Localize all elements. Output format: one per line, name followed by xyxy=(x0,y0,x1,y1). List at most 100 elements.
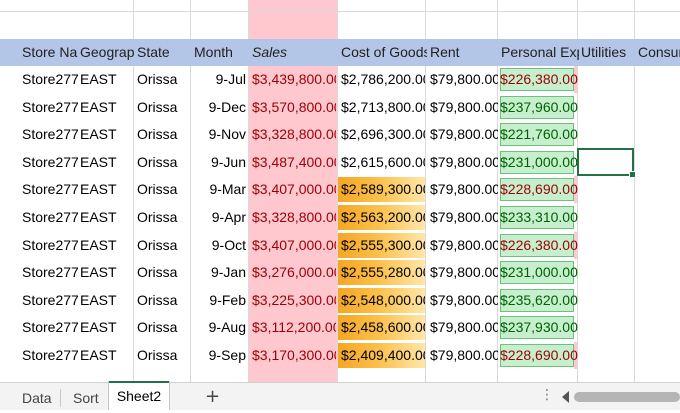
table-cell[interactable]: Orissa xyxy=(137,71,178,87)
column-header[interactable]: Geograph xyxy=(80,44,134,60)
table-cell[interactable]: Store2770 xyxy=(22,236,78,253)
table-cell[interactable]: $231,000.00 xyxy=(500,264,578,281)
table-cell[interactable]: 9-Feb xyxy=(209,291,246,308)
table-cell[interactable]: $79,800.00 xyxy=(430,126,498,143)
selected-cell[interactable] xyxy=(577,148,636,178)
table-cell[interactable]: Orissa xyxy=(137,126,178,143)
tab-data[interactable]: Data xyxy=(22,390,52,406)
table-cell[interactable]: Orissa xyxy=(137,291,178,308)
table-cell[interactable]: $2,589,300.00 xyxy=(341,181,425,198)
horizontal-scrollbar[interactable] xyxy=(574,392,680,402)
table-cell[interactable]: $79,800.00 xyxy=(430,181,498,198)
table-cell[interactable]: EAST xyxy=(80,236,117,253)
table-cell[interactable]: Orissa xyxy=(137,181,178,198)
table-cell[interactable]: $3,170,300.00 xyxy=(252,347,336,363)
table-cell[interactable]: $2,548,000.00 xyxy=(341,291,425,308)
table-cell[interactable]: Orissa xyxy=(137,153,178,170)
table-cell[interactable]: $79,800.00 xyxy=(430,98,498,115)
table-cell[interactable]: $3,407,000.00 xyxy=(252,236,336,253)
table-cell[interactable]: $79,800.00 xyxy=(430,347,498,363)
table-cell[interactable]: 9-Dec xyxy=(208,98,246,115)
column-header[interactable]: Store Nam xyxy=(22,44,78,60)
table-cell[interactable]: $79,800.00 xyxy=(430,319,498,336)
table-cell[interactable]: 9-Apr xyxy=(211,209,246,225)
table-cell[interactable]: EAST xyxy=(80,291,117,308)
table-cell[interactable]: $79,800.00 xyxy=(430,71,498,87)
column-header[interactable]: Sales xyxy=(252,44,288,60)
table-cell[interactable]: 9-Oct xyxy=(211,236,246,253)
table-cell[interactable]: $2,555,300.00 xyxy=(341,236,425,253)
column-header[interactable]: Rent xyxy=(430,44,460,60)
table-cell[interactable]: $2,696,300.00 xyxy=(341,126,425,143)
table-cell[interactable]: Orissa xyxy=(137,347,178,363)
table-cell[interactable]: $2,458,600.00 xyxy=(341,319,425,336)
table-cell[interactable]: Store2770 xyxy=(22,181,78,198)
table-cell[interactable]: $2,615,600.00 xyxy=(341,153,425,170)
table-cell[interactable]: Store2770 xyxy=(22,347,78,363)
table-cell[interactable]: EAST xyxy=(80,126,117,143)
table-cell[interactable]: $3,225,300.00 xyxy=(252,291,336,308)
table-cell[interactable]: $79,800.00 xyxy=(430,264,498,281)
table-cell[interactable]: 9-Nov xyxy=(208,126,246,143)
table-cell[interactable]: $2,409,400.00 xyxy=(341,347,425,363)
table-cell[interactable]: $79,800.00 xyxy=(430,153,498,170)
table-cell[interactable]: 9-Jul xyxy=(215,71,246,87)
table-cell[interactable]: $79,800.00 xyxy=(430,236,498,253)
table-cell[interactable]: $226,380.00 xyxy=(500,236,578,253)
table-cell[interactable]: $2,563,200.00 xyxy=(341,209,425,225)
table-cell[interactable]: $2,786,200.00 xyxy=(341,71,425,87)
table-cell[interactable]: $3,407,000.00 xyxy=(252,181,336,198)
table-cell[interactable]: Orissa xyxy=(137,319,178,336)
column-header[interactable]: Utilities xyxy=(581,44,627,60)
table-cell[interactable]: EAST xyxy=(80,264,117,281)
column-header[interactable]: Consum xyxy=(638,44,680,60)
table-cell[interactable]: EAST xyxy=(80,319,117,336)
table-cell[interactable]: $3,439,800.00 xyxy=(252,71,336,87)
table-cell[interactable]: 9-Jun xyxy=(210,153,246,170)
table-cell[interactable]: $3,487,400.00 xyxy=(252,153,336,170)
table-cell[interactable]: EAST xyxy=(80,181,117,198)
scroll-left-icon[interactable] xyxy=(562,391,569,403)
table-cell[interactable]: 9-Mar xyxy=(209,181,246,198)
table-cell[interactable]: $221,760.00 xyxy=(500,126,578,143)
table-cell[interactable]: $228,690.00 xyxy=(500,181,578,198)
more-icon[interactable]: ⋮ xyxy=(540,387,554,403)
table-cell[interactable]: $233,310.00 xyxy=(500,209,578,225)
table-cell[interactable]: Orissa xyxy=(137,236,178,253)
table-cell[interactable]: $237,930.00 xyxy=(500,319,578,336)
table-cell[interactable]: $3,328,800.00 xyxy=(252,126,336,143)
table-cell[interactable]: $231,000.00 xyxy=(500,153,578,170)
table-cell[interactable]: Orissa xyxy=(137,209,178,225)
table-cell[interactable]: $3,328,800.00 xyxy=(252,209,336,225)
table-cell[interactable]: Store2770 xyxy=(22,71,78,87)
table-cell[interactable]: Store2770 xyxy=(22,264,78,281)
spreadsheet-grid[interactable]: Store NamGeographState Month Sales Cost of … xyxy=(0,0,680,382)
table-cell[interactable]: EAST xyxy=(80,209,117,225)
table-cell[interactable]: $3,276,000.00 xyxy=(252,264,336,281)
table-cell[interactable]: $228,690.00 xyxy=(500,347,578,363)
table-cell[interactable]: $235,620.00 xyxy=(500,291,578,308)
table-cell[interactable]: $3,112,200.00 xyxy=(252,319,336,336)
table-cell[interactable]: EAST xyxy=(80,98,117,115)
table-cell[interactable]: Store2770 xyxy=(22,209,78,225)
tab-sort[interactable]: Sort xyxy=(73,390,99,406)
table-cell[interactable]: 9-Sep xyxy=(208,347,246,363)
table-cell[interactable]: EAST xyxy=(80,153,117,170)
add-sheet-button[interactable]: + xyxy=(205,386,221,407)
table-cell[interactable]: $226,380.00 xyxy=(500,71,578,87)
table-cell[interactable]: $3,570,800.00 xyxy=(252,98,336,115)
table-cell[interactable]: 9-Aug xyxy=(208,319,246,336)
column-header[interactable]: Month xyxy=(194,44,233,60)
table-cell[interactable]: $237,960.00 xyxy=(500,98,578,115)
column-header[interactable]: Cost of Goods S xyxy=(341,44,427,60)
table-cell[interactable]: 9-Jan xyxy=(210,264,246,281)
table-cell[interactable]: $2,713,800.00 xyxy=(341,98,425,115)
table-cell[interactable]: EAST xyxy=(80,71,117,87)
table-cell[interactable]: $79,800.00 xyxy=(430,209,498,225)
table-cell[interactable]: Orissa xyxy=(137,98,178,115)
tab-sheet2[interactable]: Sheet2 xyxy=(108,381,170,410)
table-cell[interactable]: $79,800.00 xyxy=(430,291,498,308)
column-header[interactable]: Personal Expe xyxy=(501,44,579,60)
table-cell[interactable]: Store2770 xyxy=(22,126,78,143)
column-header[interactable]: State xyxy=(137,44,170,60)
